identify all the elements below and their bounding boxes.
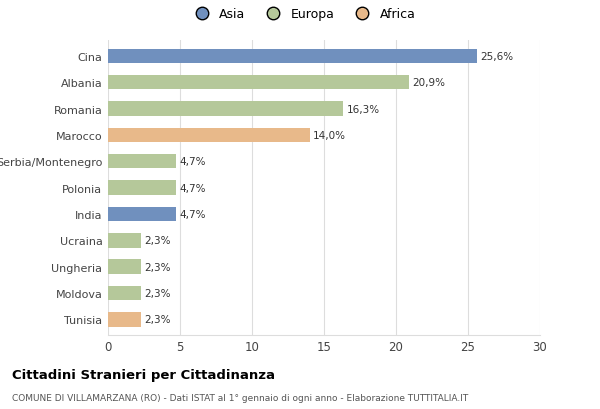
Bar <box>108 76 409 90</box>
Text: 4,7%: 4,7% <box>179 157 206 167</box>
Text: 16,3%: 16,3% <box>346 104 379 114</box>
Bar <box>108 207 176 222</box>
Bar <box>108 260 141 274</box>
Text: 4,7%: 4,7% <box>179 183 206 193</box>
Bar <box>108 312 141 327</box>
Bar <box>108 286 141 301</box>
Text: 20,9%: 20,9% <box>413 78 446 88</box>
Bar <box>108 102 343 117</box>
Bar <box>108 49 476 64</box>
Bar <box>108 128 310 143</box>
Text: 4,7%: 4,7% <box>179 209 206 219</box>
Bar <box>108 234 141 248</box>
Legend: Asia, Europa, Africa: Asia, Europa, Africa <box>184 3 421 26</box>
Text: 2,3%: 2,3% <box>145 315 171 325</box>
Bar <box>108 155 176 169</box>
Text: Cittadini Stranieri per Cittadinanza: Cittadini Stranieri per Cittadinanza <box>12 368 275 381</box>
Text: 14,0%: 14,0% <box>313 130 346 141</box>
Text: 2,3%: 2,3% <box>145 236 171 246</box>
Text: 2,3%: 2,3% <box>145 288 171 298</box>
Bar <box>108 181 176 196</box>
Text: 2,3%: 2,3% <box>145 262 171 272</box>
Text: COMUNE DI VILLAMARZANA (RO) - Dati ISTAT al 1° gennaio di ogni anno - Elaborazio: COMUNE DI VILLAMARZANA (RO) - Dati ISTAT… <box>12 393 468 402</box>
Text: 25,6%: 25,6% <box>480 52 514 62</box>
